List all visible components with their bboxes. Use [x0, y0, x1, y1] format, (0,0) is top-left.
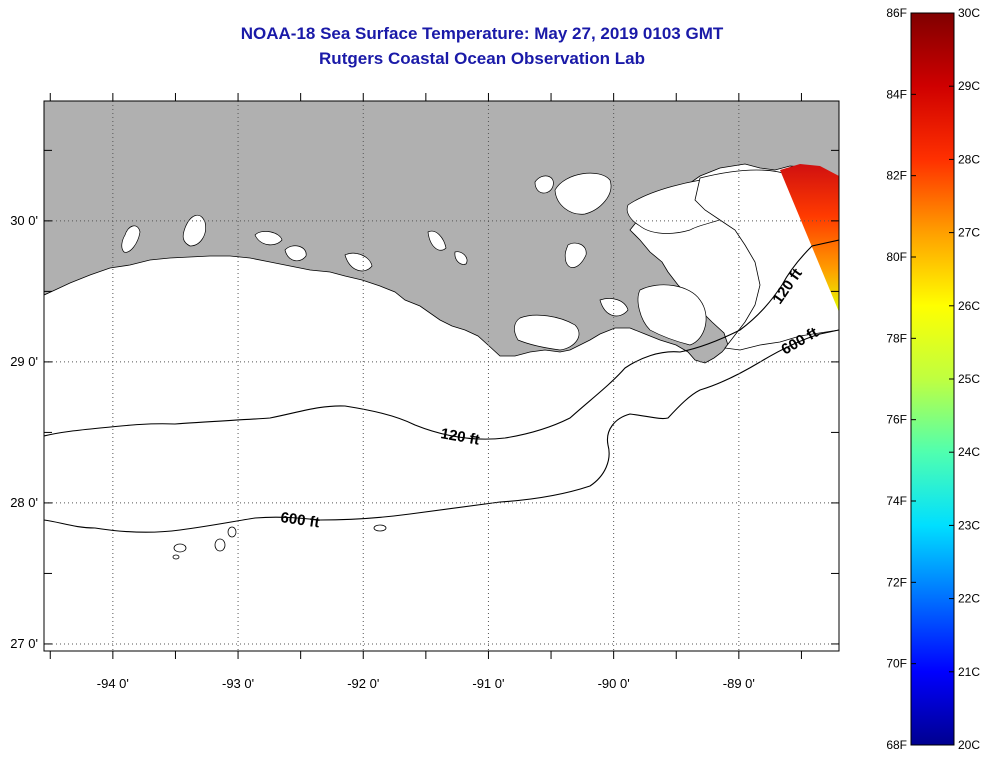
- colorbar-label-f: 86F: [886, 6, 907, 20]
- colorbar-label-f: 76F: [886, 413, 907, 427]
- graticule: [44, 101, 839, 651]
- colorbar-label-f: 70F: [886, 657, 907, 671]
- colorbar-label-c: 26C: [958, 299, 980, 313]
- colorbar-label-f: 82F: [886, 169, 907, 183]
- offshore-features: [172, 524, 387, 560]
- lon-tick-label: -91 0': [472, 676, 504, 691]
- contour-600ft: [44, 329, 839, 533]
- colorbar-labels: 30C 29C 28C 27C 26C 25C 24C 23C 22C 21C 20C 86F 84F 8…: [886, 6, 980, 752]
- colorbar-label-c: 29C: [958, 79, 980, 93]
- axis-ticks: [44, 93, 839, 659]
- colorbar-label-c: 21C: [958, 665, 980, 679]
- plot-frame: [43, 100, 840, 652]
- colorbar-label-c: 20C: [958, 738, 980, 752]
- colorbar-label-f: 84F: [886, 87, 907, 101]
- lat-tick-label: 27 0': [10, 636, 38, 651]
- contour-label-600ft-west: 600 ft: [279, 509, 320, 531]
- colorbar-label-f: 74F: [886, 494, 907, 508]
- axis-labels: -94 0' -93 0' -92 0' -91 0' -90 0' -89 0' 30 0…: [10, 213, 755, 691]
- colorbar-label-c: 22C: [958, 592, 980, 606]
- lat-tick-label: 28 0': [10, 495, 38, 510]
- map-subtitle: Rutgers Coastal Ocean Observation Lab: [319, 49, 645, 68]
- lat-tick-label: 29 0': [10, 354, 38, 369]
- lon-tick-label: -89 0': [723, 676, 755, 691]
- contour-label-120ft-west: 120 ft: [439, 425, 481, 449]
- colorbar-label-c: 27C: [958, 226, 980, 240]
- sst-data-overlay: [780, 164, 839, 312]
- lon-tick-label: -93 0': [222, 676, 254, 691]
- lon-tick-label: -94 0': [97, 676, 129, 691]
- lat-tick-label: 30 0': [10, 213, 38, 228]
- colorbar-label-f: 72F: [886, 575, 907, 589]
- colorbar-label-c: 23C: [958, 518, 980, 532]
- colorbar-label-c: 24C: [958, 445, 980, 459]
- colorbar-label-c: 28C: [958, 152, 980, 166]
- colorbar-label-f: 78F: [886, 331, 907, 345]
- colorbar-label-c: 25C: [958, 372, 980, 386]
- lon-tick-label: -92 0': [347, 676, 379, 691]
- map-title: NOAA-18 Sea Surface Temperature: May 27,…: [240, 24, 724, 43]
- colorbar-label-f: 68F: [886, 738, 907, 752]
- contour-120ft: [44, 239, 839, 440]
- colorbar-label-c: 30C: [958, 6, 980, 20]
- lon-tick-label: -90 0': [598, 676, 630, 691]
- colorbar-label-f: 80F: [886, 250, 907, 264]
- colorbar: [910, 12, 955, 746]
